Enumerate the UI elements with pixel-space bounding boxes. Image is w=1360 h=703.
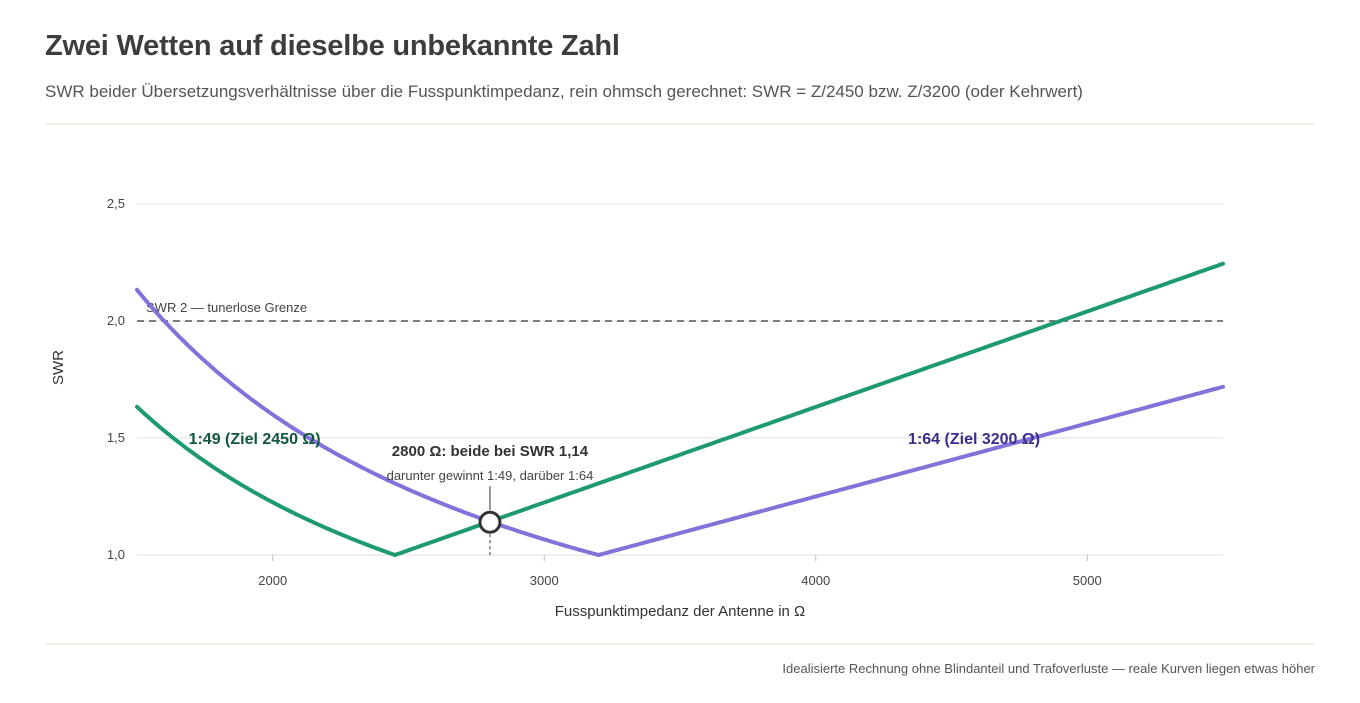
chart-title: Zwei Wetten auf dieselbe unbekannte Zahl <box>45 30 620 62</box>
grid-layer <box>137 203 1223 556</box>
series-line-0 <box>135 261 1225 557</box>
x-axis-label: Fusspunktimpedanz der Antenne in Ω <box>555 603 806 620</box>
series-layer <box>135 261 1225 557</box>
series-label-1: 1:64 (Ziel 3200 Ω) <box>908 431 1040 448</box>
series-label-0: 1:49 (Ziel 2450 Ω) <box>189 431 321 448</box>
top-divider <box>45 123 1315 125</box>
x-tick-label-1: 3000 <box>530 573 559 588</box>
y-tick-label-1: 1,5 <box>107 430 125 445</box>
bottom-divider <box>45 643 1315 645</box>
reference-layer: SWR 2 — tunerlose Grenze <box>137 300 1223 322</box>
annotation-title: 2800 Ω: beide bei SWR 1,14 <box>392 443 589 460</box>
x-tick-label-2: 4000 <box>801 573 830 588</box>
series-line-1 <box>135 287 1225 557</box>
chart-subtitle: SWR beider Übersetzungsverhältnisse über… <box>45 82 1083 101</box>
footnote: Idealisierte Rechnung ohne Blindanteil u… <box>782 661 1315 676</box>
annotation-layer: 2800 Ω: beide bei SWR 1,14 darunter gewin… <box>387 443 594 555</box>
annotation-marker <box>478 510 502 534</box>
y-tick-label-3: 2,5 <box>107 196 125 211</box>
y-tick-label-0: 1,0 <box>107 547 125 562</box>
x-tick-label-3: 5000 <box>1073 573 1102 588</box>
annotation-text: darunter gewinnt 1:49, darüber 1:64 <box>387 468 594 483</box>
label-layer: 1:64 (Ziel 3200 Ω) 1:49 (Ziel 2450 Ω) <box>189 431 1040 448</box>
tick-layer: 1,0 1,5 2,0 2,5 2000 3000 4000 5000 <box>107 196 1102 588</box>
reference-line-label: SWR 2 — tunerlose Grenze <box>146 300 307 315</box>
x-tick-label-0: 2000 <box>258 573 287 588</box>
y-tick-label-2: 2,0 <box>107 313 125 328</box>
y-axis-label: SWR <box>50 350 67 385</box>
